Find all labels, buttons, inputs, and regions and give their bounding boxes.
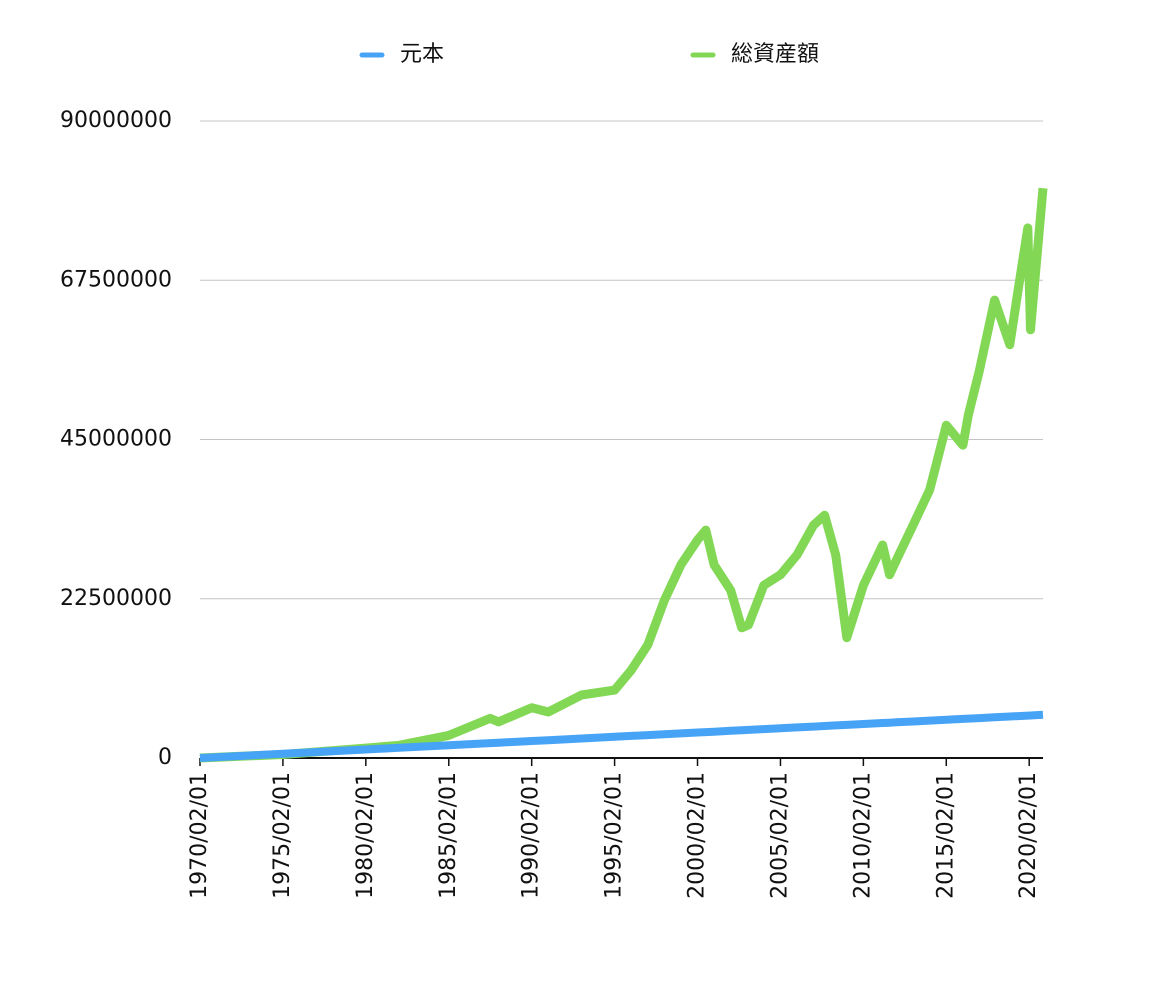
x-tick-label: 1995/02/01: [602, 772, 627, 899]
x-tick-label: 1970/02/01: [187, 772, 212, 899]
x-tick-label: 2010/02/01: [850, 772, 875, 899]
y-tick-label: 45000000: [60, 427, 172, 452]
y-tick-label: 22500000: [60, 586, 172, 611]
x-tick-label: 2020/02/01: [1016, 772, 1041, 899]
x-tick-label: 1990/02/01: [519, 772, 544, 899]
x-tick-label: 2005/02/01: [767, 772, 792, 899]
series-line: [199, 710, 1044, 762]
x-tick-label: 2015/02/01: [933, 772, 958, 899]
x-tick-label: 2000/02/01: [685, 772, 710, 899]
series-line: [199, 187, 1048, 763]
y-tick-label: 67500000: [60, 267, 172, 292]
legend-label: 総資産額: [731, 42, 819, 67]
y-tick-label: 0: [158, 745, 172, 770]
legend-label: 元本: [400, 42, 444, 67]
y-tick-label: 90000000: [60, 108, 172, 133]
x-tick-label: 1985/02/01: [436, 772, 461, 899]
x-tick-label: 1980/02/01: [353, 772, 378, 899]
x-tick-label: 1975/02/01: [270, 772, 295, 899]
